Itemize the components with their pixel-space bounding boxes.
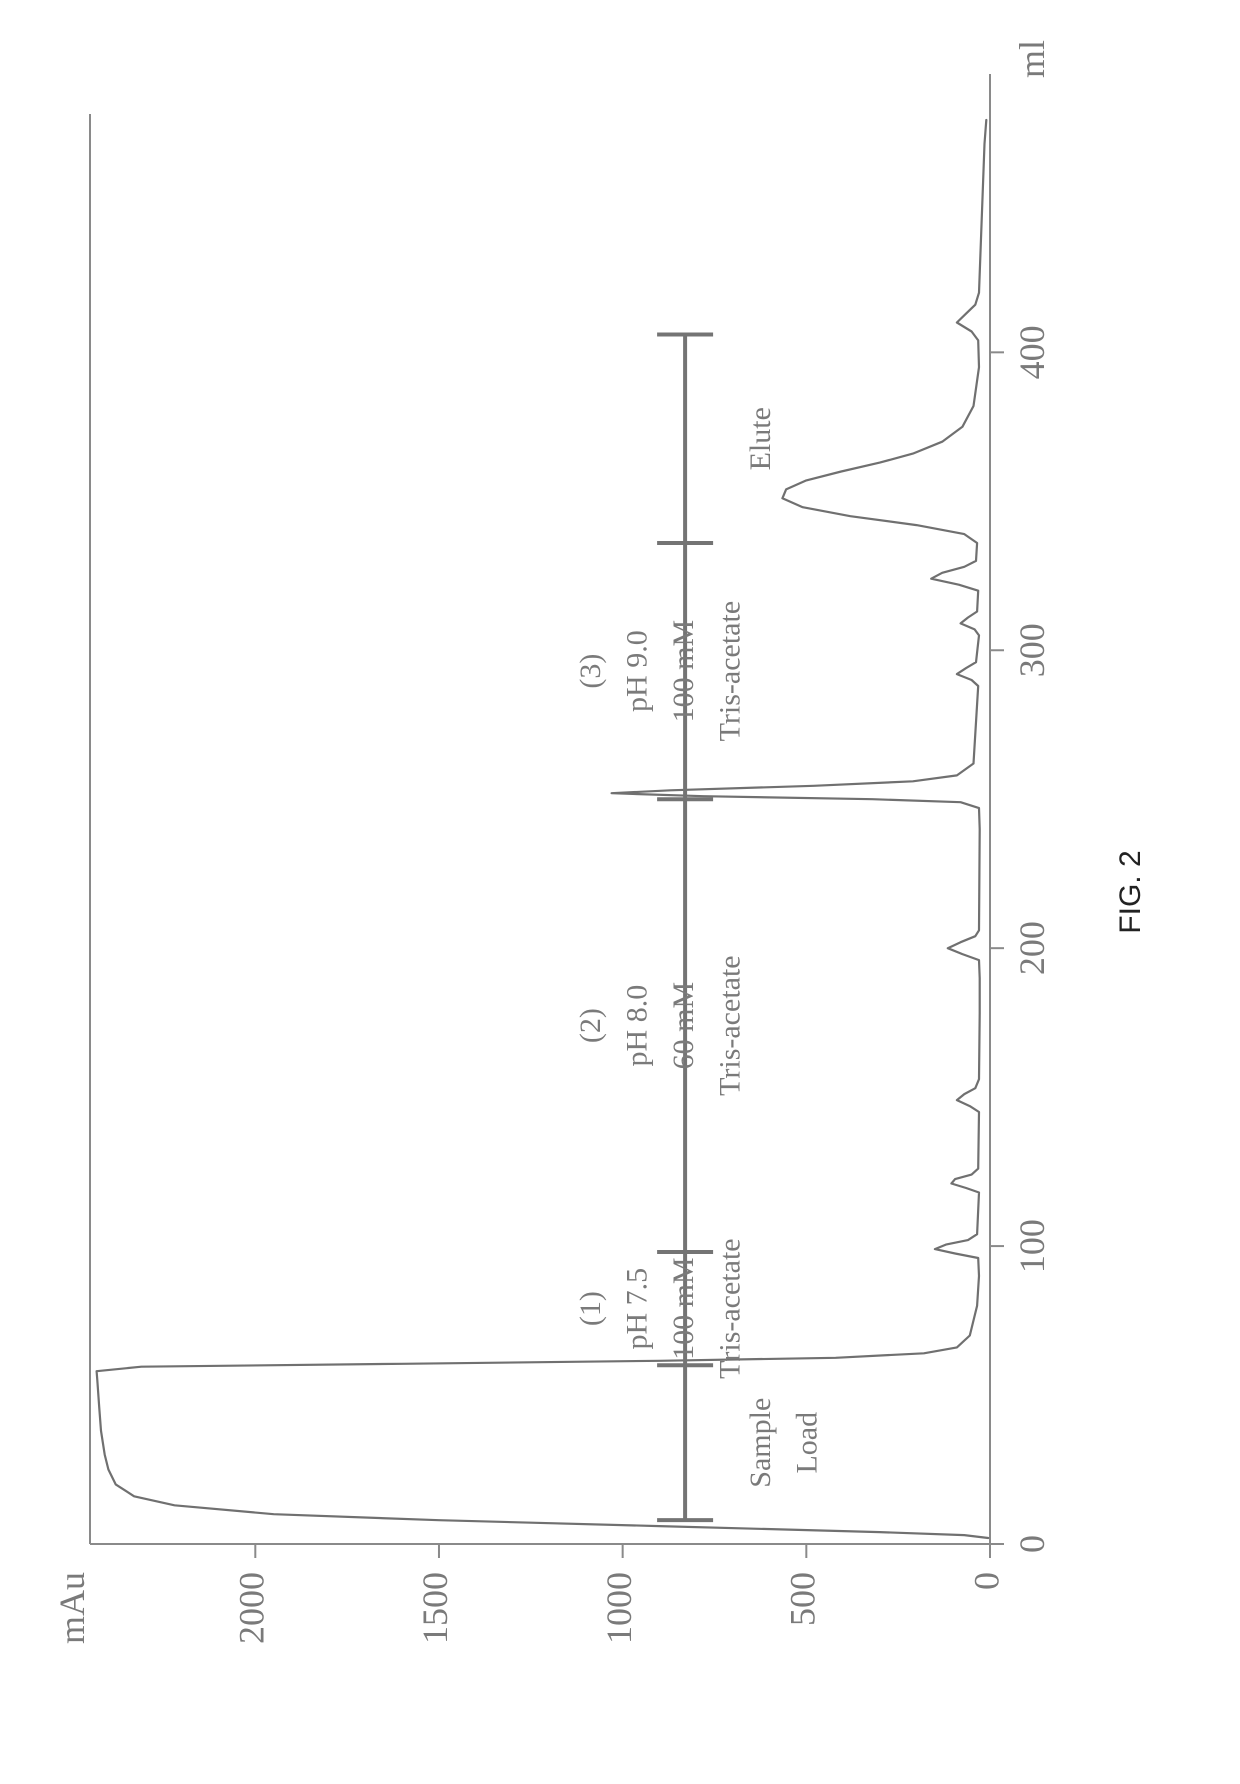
region-label: Sample	[744, 1398, 777, 1488]
region-label: Load	[791, 1412, 824, 1474]
x-tick-label: 200	[1012, 921, 1052, 975]
region-label: 100 mM	[667, 620, 700, 723]
region-label: Tris-acetate	[714, 601, 747, 742]
region-label: Tris-acetate	[714, 955, 747, 1096]
region-label: 60 mM	[667, 982, 700, 1070]
x-tick-label: 300	[1012, 623, 1052, 677]
x-tick-label: 0	[1012, 1535, 1052, 1553]
y-tick-label: 1000	[599, 1572, 639, 1644]
figure-caption: FIG. 2	[1114, 850, 1147, 933]
region-label: pH 7.5	[621, 1268, 654, 1350]
region-label: 100 mM	[667, 1257, 700, 1360]
chromatogram-figure: 0 500 1000 1500 2000 mAu 0 100 200 300 400 ml Sample…	[0, 0, 1240, 1784]
region-label: Elute	[744, 407, 777, 470]
region-label: pH 8.0	[621, 985, 654, 1067]
region-label: pH 9.0	[621, 630, 654, 712]
y-tick-label: 2000	[232, 1572, 272, 1644]
x-tick-label: 100	[1012, 1219, 1052, 1273]
region-label: (1)	[574, 1291, 607, 1326]
x-axis-unit: ml	[1012, 40, 1052, 78]
region-label: (2)	[574, 1008, 607, 1043]
region-label: Tris-acetate	[714, 1238, 747, 1379]
y-tick-label: 500	[783, 1572, 823, 1626]
y-tick-label: 0	[966, 1572, 1006, 1590]
region-label: (3)	[574, 654, 607, 689]
y-tick-label: 1500	[415, 1572, 455, 1644]
x-tick-label: 400	[1012, 325, 1052, 379]
y-axis-unit: mAu	[52, 1572, 92, 1644]
